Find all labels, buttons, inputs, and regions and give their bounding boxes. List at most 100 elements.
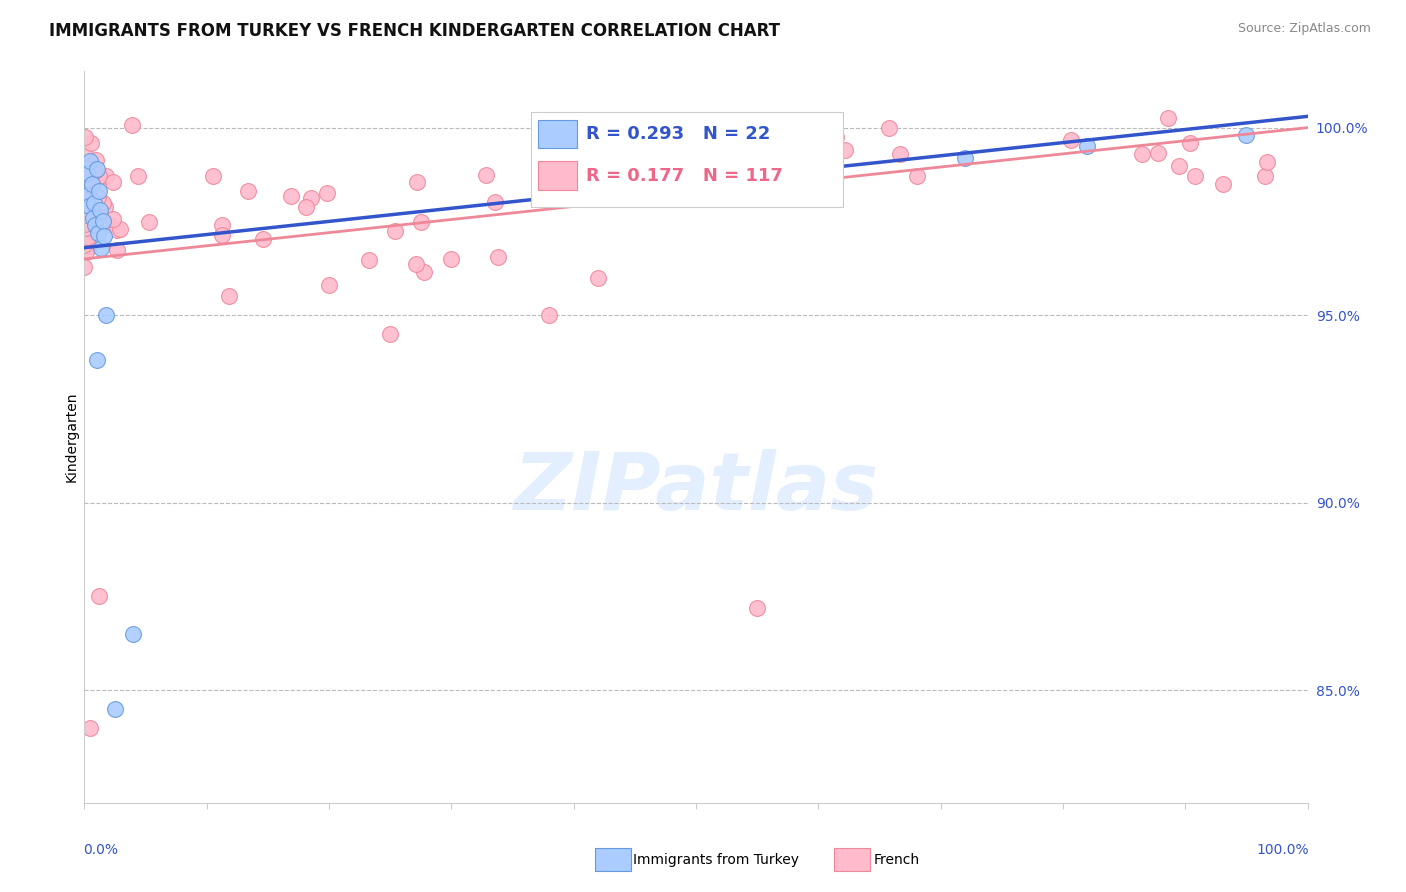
Point [87, 169, 110, 183]
Point [75, 211, 97, 226]
Point [77, 193, 100, 207]
Point [87, 185, 110, 199]
Point [91, 214, 114, 228]
Point [73, 193, 96, 207]
Point [73, 237, 96, 252]
Point [730, 129, 752, 144]
Point [73, 215, 96, 229]
Point [692, 147, 714, 161]
Point [73, 202, 96, 216]
Point [89, 203, 111, 218]
Point [1256, 154, 1278, 169]
Point [79, 191, 101, 205]
Point [127, 169, 149, 183]
Point [73, 168, 96, 182]
Point [295, 200, 318, 214]
Point [75, 205, 97, 219]
Text: R = 0.177   N = 117: R = 0.177 N = 117 [586, 167, 783, 185]
Point [84, 218, 107, 232]
Point [90, 241, 112, 255]
Point [82, 211, 104, 225]
Point [280, 188, 302, 202]
Point [664, 160, 686, 174]
Point [77, 221, 100, 235]
Point [905, 169, 928, 183]
Point [91, 196, 114, 211]
Point [79, 721, 101, 735]
Point [82, 193, 104, 207]
Point [76, 166, 98, 180]
Point [75, 161, 97, 176]
Point [121, 118, 143, 132]
Point [75, 130, 97, 145]
Point [73, 260, 96, 274]
Point [384, 224, 406, 238]
Point [318, 278, 340, 293]
Point [73, 190, 96, 204]
Point [96, 308, 118, 322]
Point [825, 130, 848, 145]
Text: Source: ZipAtlas.com: Source: ZipAtlas.com [1237, 22, 1371, 36]
Point [94, 201, 117, 215]
Point [79, 191, 101, 205]
Point [86, 190, 108, 204]
Point [77, 190, 100, 204]
Point [75, 161, 97, 175]
Point [252, 232, 274, 246]
Point [1178, 136, 1201, 150]
Text: ZIPatlas: ZIPatlas [513, 450, 879, 527]
Point [1212, 178, 1234, 192]
Point [75, 208, 97, 222]
Point [77, 239, 100, 253]
Point [359, 253, 381, 268]
Point [316, 186, 339, 200]
Text: 0.0%: 0.0% [83, 843, 118, 857]
Point [93, 229, 115, 244]
Point [475, 168, 498, 182]
Point [101, 175, 124, 189]
Point [740, 162, 762, 177]
Point [76, 199, 98, 213]
Point [1060, 133, 1083, 147]
Point [82, 180, 104, 194]
Point [138, 215, 160, 229]
Point [73, 182, 96, 196]
Point [405, 257, 427, 271]
Point [747, 600, 769, 615]
Point [76, 230, 98, 244]
Point [484, 195, 506, 210]
Point [211, 218, 233, 232]
Point [202, 169, 225, 184]
Point [409, 214, 432, 228]
Point [83, 209, 105, 223]
Point [76, 198, 98, 212]
Point [75, 245, 97, 260]
Point [84, 164, 107, 178]
Text: French: French [873, 853, 920, 867]
Point [79, 202, 101, 217]
Point [86, 153, 108, 168]
Point [1132, 147, 1154, 161]
Point [76, 190, 98, 204]
Point [79, 171, 101, 186]
Point [94, 169, 117, 184]
Point [236, 184, 259, 198]
Point [665, 150, 688, 164]
Point [77, 186, 100, 200]
Point [380, 326, 402, 341]
Point [86, 353, 108, 368]
Point [73, 188, 96, 202]
Point [105, 222, 128, 236]
Point [1236, 128, 1258, 142]
Point [412, 265, 434, 279]
Point [104, 702, 127, 716]
Point [110, 222, 132, 236]
Point [105, 243, 128, 257]
Point [953, 151, 976, 165]
FancyBboxPatch shape [538, 161, 578, 190]
Point [80, 136, 103, 151]
Point [122, 627, 145, 641]
Point [77, 199, 100, 213]
Point [73, 221, 96, 235]
Text: 100.0%: 100.0% [1256, 843, 1309, 857]
